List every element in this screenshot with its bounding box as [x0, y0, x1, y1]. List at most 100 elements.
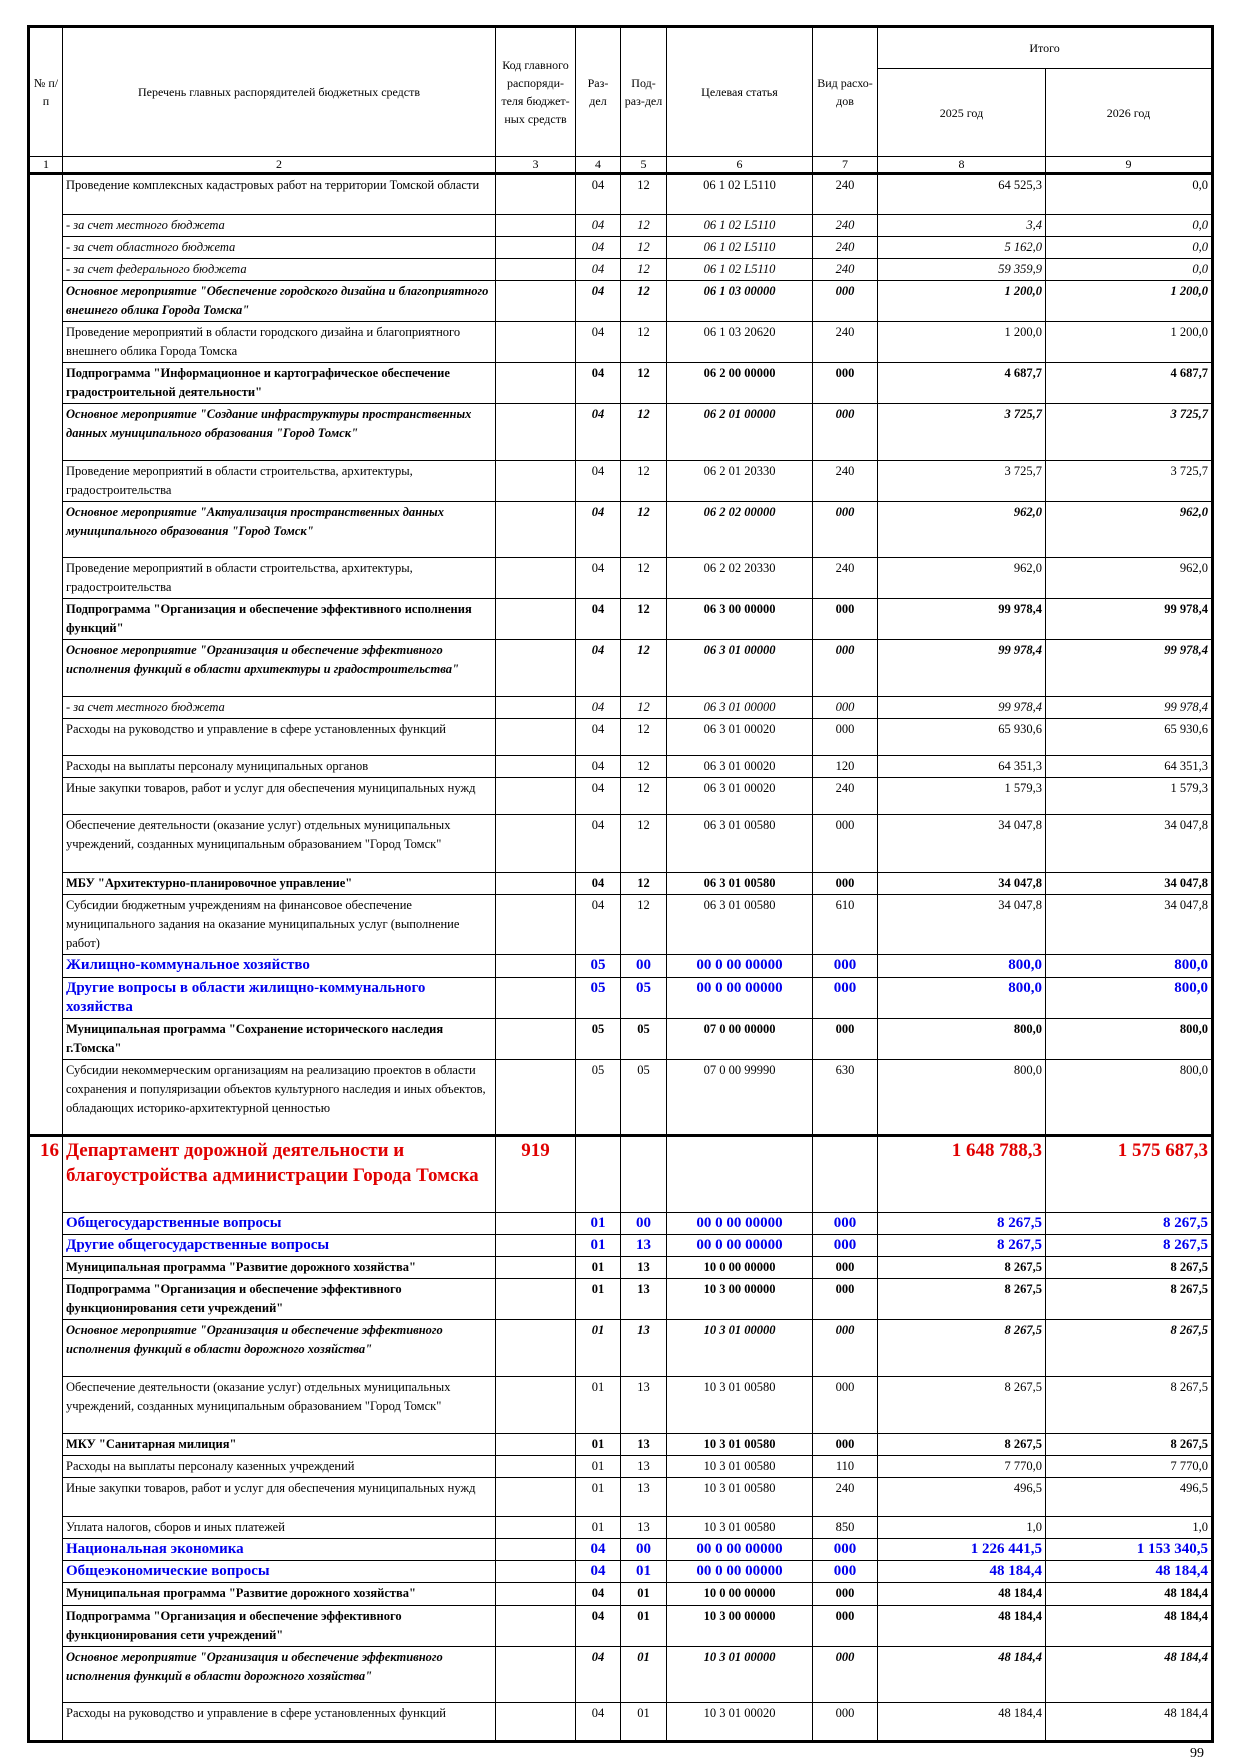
row-razdel: 04 — [575, 321, 621, 363]
row-2026: 8 267,5 — [1045, 1433, 1213, 1456]
table-row: Проведение мероприятий в области строите… — [28, 557, 1213, 599]
table-row: Проведение мероприятий в области строите… — [28, 460, 1213, 502]
row-2025: 48 184,4 — [877, 1646, 1046, 1703]
row-2025: 962,0 — [877, 501, 1046, 558]
header-2026: 2026 год — [1045, 68, 1213, 157]
row-2026: 0,0 — [1045, 258, 1213, 281]
row-vid: 120 — [812, 755, 878, 778]
row-number — [28, 1059, 63, 1136]
row-razdel: 04 — [575, 718, 621, 756]
row-2026: 1 200,0 — [1045, 280, 1213, 322]
row-razdel: 04 — [575, 362, 621, 404]
row-podrazdel: 12 — [620, 280, 667, 322]
row-name: - за счет областного бюджета — [62, 236, 496, 259]
row-2025: 64 351,3 — [877, 755, 1046, 778]
row-podrazdel: 12 — [620, 236, 667, 259]
row-article: 07 0 00 99990 — [666, 1059, 813, 1136]
row-name: Основное мероприятие "Организация и обес… — [62, 1319, 496, 1377]
row-2026: 3 725,7 — [1045, 403, 1213, 461]
table-row: Уплата налогов, сборов и иных платежей 01… — [28, 1516, 1213, 1539]
table-row: Муниципальная программа "Развитие дорожн… — [28, 1256, 1213, 1279]
row-number — [28, 1455, 63, 1478]
row-vid: 000 — [812, 362, 878, 404]
row-code — [495, 557, 576, 599]
table-row: МКУ "Санитарная милиция" 01 13 10 3 01 0058… — [28, 1433, 1213, 1456]
row-number — [28, 362, 63, 404]
row-number — [28, 1605, 63, 1647]
row-podrazdel: 13 — [620, 1433, 667, 1456]
row-vid: 000 — [812, 1560, 878, 1583]
row-2026: 48 184,4 — [1045, 1605, 1213, 1647]
row-article: 07 0 00 00000 — [666, 1018, 813, 1060]
row-vid: 110 — [812, 1455, 878, 1478]
row-2025: 1 200,0 — [877, 280, 1046, 322]
row-2025: 1 648 788,3 — [877, 1134, 1046, 1213]
row-name: Основное мероприятие "Обеспечение городс… — [62, 280, 496, 322]
row-razdel: 04 — [575, 258, 621, 281]
row-2026: 99 978,4 — [1045, 598, 1213, 640]
row-number — [28, 814, 63, 873]
row-vid: 000 — [812, 1582, 878, 1606]
row-razdel: 01 — [575, 1319, 621, 1377]
row-vid: 000 — [812, 1256, 878, 1279]
row-podrazdel: 12 — [620, 872, 667, 895]
row-article: 06 3 01 00020 — [666, 777, 813, 815]
row-name: Уплата налогов, сборов и иных платежей — [62, 1516, 496, 1539]
row-2026: 99 978,4 — [1045, 696, 1213, 719]
row-2026: 8 267,5 — [1045, 1212, 1213, 1235]
row-name: Подпрограмма "Организация и обеспечение … — [62, 1278, 496, 1320]
row-2025: 8 267,5 — [877, 1433, 1046, 1456]
header-name: Перечень главных распорядителей бюджетны… — [62, 26, 496, 157]
row-podrazdel: 00 — [620, 1538, 667, 1561]
row-name: Проведение мероприятий в области строите… — [62, 460, 496, 502]
table-row: Основное мероприятие "Создание инфрастру… — [28, 403, 1213, 461]
row-vid: 000 — [812, 501, 878, 558]
row-razdel — [575, 1134, 621, 1213]
row-name: Общеэкономические вопросы — [62, 1560, 496, 1583]
row-2026: 1 200,0 — [1045, 321, 1213, 363]
table-row: 16 Департамент дорожной деятельности и бл… — [28, 1134, 1213, 1213]
row-podrazdel: 12 — [620, 696, 667, 719]
row-name: Расходы на выплаты персоналу муниципальн… — [62, 755, 496, 778]
row-article: 10 3 01 00000 — [666, 1646, 813, 1703]
row-code — [495, 236, 576, 259]
row-2025: 8 267,5 — [877, 1256, 1046, 1279]
row-razdel: 01 — [575, 1234, 621, 1257]
row-number — [28, 696, 63, 719]
table-row: Основное мероприятие "Актуализация прост… — [28, 501, 1213, 558]
row-2025: 99 978,4 — [877, 696, 1046, 719]
row-2026: 0,0 — [1045, 214, 1213, 237]
row-code — [495, 1059, 576, 1136]
row-razdel: 04 — [575, 639, 621, 697]
column-number: 4 — [575, 156, 621, 175]
row-2026: 800,0 — [1045, 977, 1213, 1019]
row-number — [28, 1560, 63, 1583]
row-podrazdel: 12 — [620, 173, 667, 215]
row-vid: 240 — [812, 173, 878, 215]
row-vid: 000 — [812, 977, 878, 1019]
row-vid — [812, 1134, 878, 1213]
row-number — [28, 639, 63, 697]
page-number: 99 — [1190, 1746, 1204, 1761]
row-number — [28, 214, 63, 237]
row-razdel: 04 — [575, 1605, 621, 1647]
header-vid: Вид расхо-дов — [812, 26, 878, 157]
row-number — [28, 872, 63, 895]
row-vid: 000 — [812, 1605, 878, 1647]
table-row: Жилищно-коммунальное хозяйство 05 00 00 0 0… — [28, 954, 1213, 978]
row-2025: 4 687,7 — [877, 362, 1046, 404]
row-2025: 1 226 441,5 — [877, 1538, 1046, 1561]
row-2026: 962,0 — [1045, 501, 1213, 558]
row-razdel: 04 — [575, 894, 621, 955]
row-code — [495, 1278, 576, 1320]
row-razdel: 04 — [575, 173, 621, 215]
row-vid: 000 — [812, 954, 878, 978]
row-code — [495, 1477, 576, 1517]
row-razdel: 04 — [575, 280, 621, 322]
row-article: 00 0 00 00000 — [666, 1234, 813, 1257]
row-article: 06 1 03 00000 — [666, 280, 813, 322]
row-podrazdel: 13 — [620, 1376, 667, 1434]
table-row: - за счет областного бюджета 04 12 06 1 02 … — [28, 236, 1213, 259]
row-razdel: 04 — [575, 777, 621, 815]
table-row: Подпрограмма "Организация и обеспечение … — [28, 1278, 1213, 1320]
